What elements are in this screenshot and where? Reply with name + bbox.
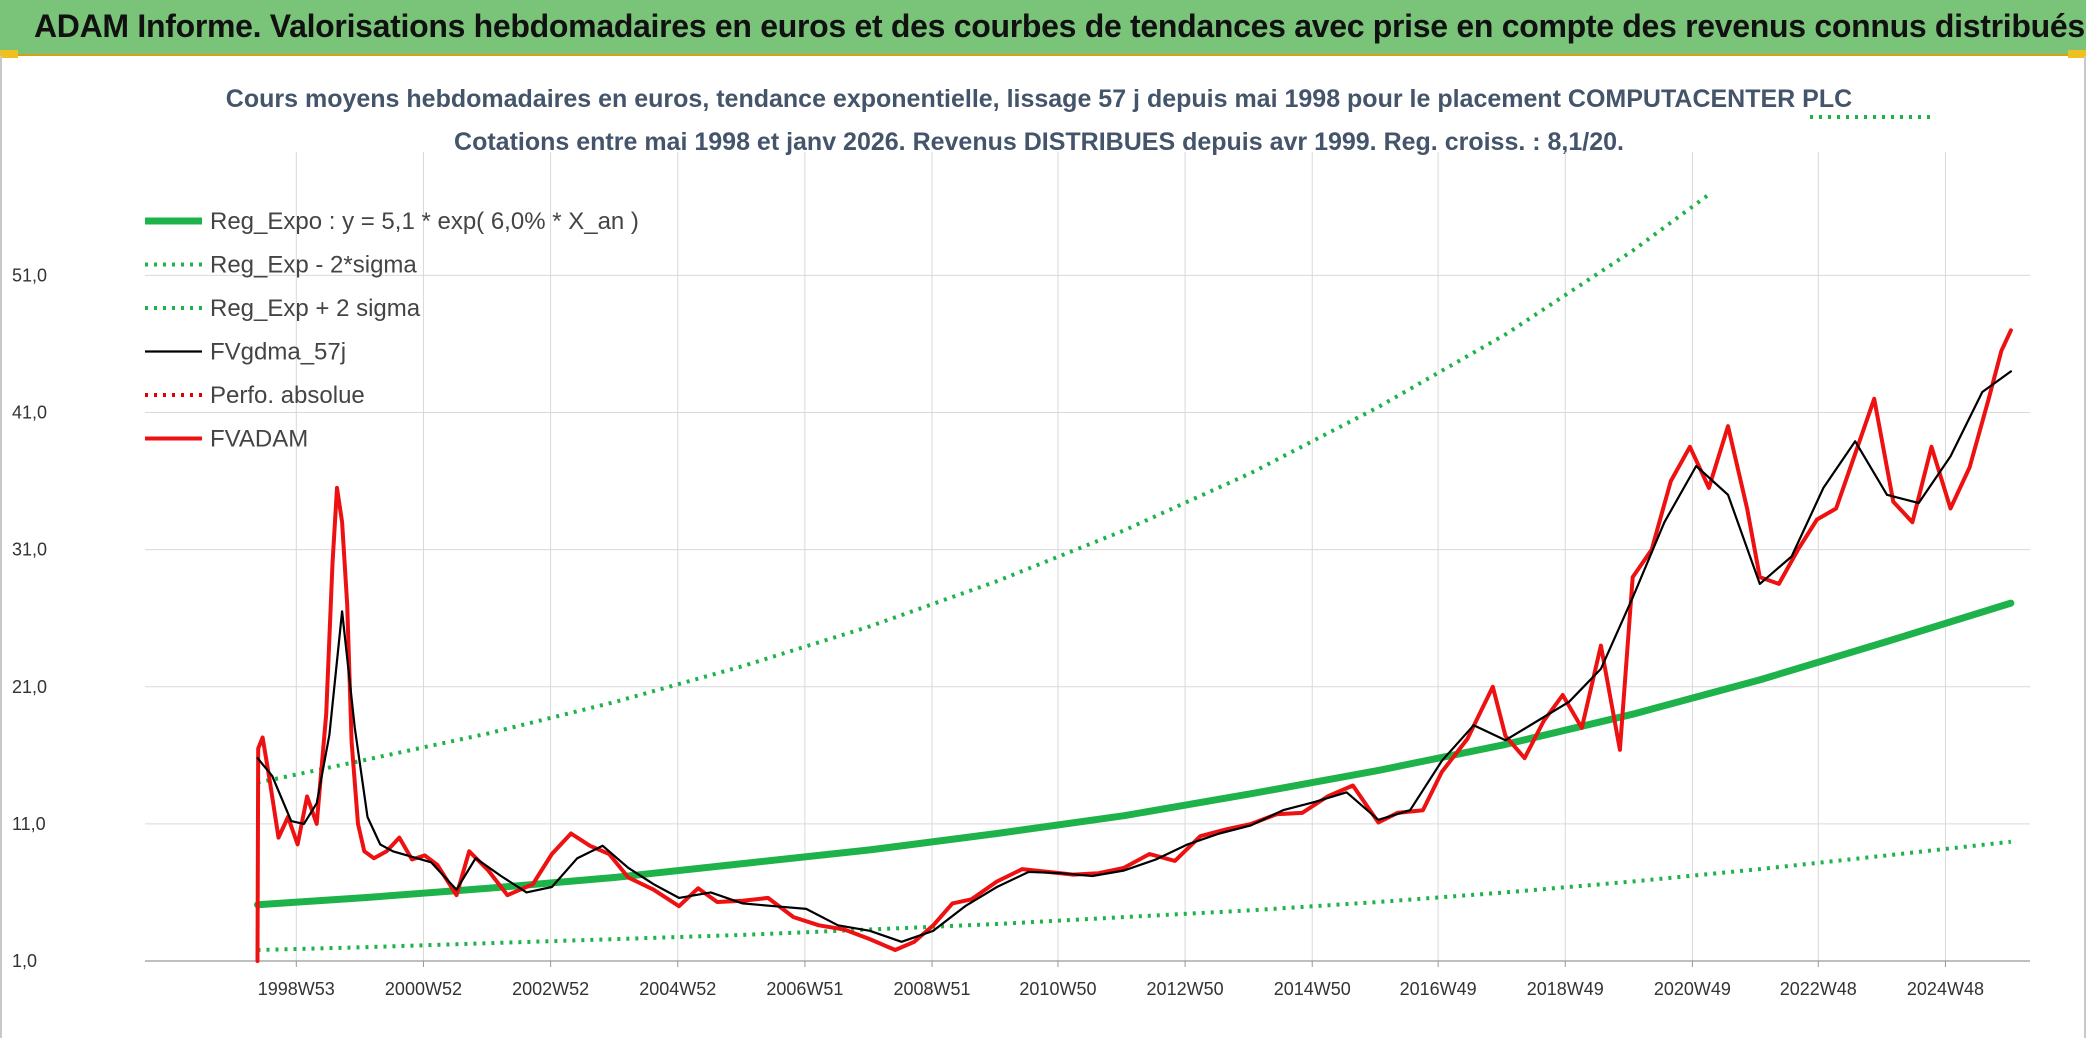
legend-label: Perfo. absolue: [210, 382, 365, 409]
legend-label: Reg_Exp + 2 sigma: [210, 295, 421, 322]
legend-label: FVADAM: [210, 426, 308, 453]
y-tick-label: 11,0: [12, 814, 46, 834]
line-chart: Cours moyens hebdomadaires en euros, ten…: [12, 85, 2030, 999]
y-tick-label: 31,0: [12, 540, 47, 560]
series-line-2: [257, 192, 1711, 785]
report-banner: ADAM Informe. Valorisations hebdomadaire…: [0, 0, 2086, 56]
x-tick-label: 2024W48: [1907, 979, 1984, 999]
x-tick-label: 2020W49: [1654, 979, 1731, 999]
banner-corner-left: [0, 50, 18, 58]
chart-series: [254, 192, 2015, 963]
x-tick-label: 2018W49: [1527, 979, 1604, 999]
chart-grid: [145, 152, 2030, 962]
y-tick-label: 21,0: [12, 677, 47, 697]
x-tick-label: 2010W50: [1019, 979, 1096, 999]
report-title: ADAM Informe. Valorisations hebdomadaire…: [34, 8, 2085, 44]
x-tick-label: 1998W53: [258, 979, 335, 999]
chart-axes: 1,0 11,0 21,0 31,0 41,0 51,0 1998W53 2000W52 200…: [12, 265, 2030, 999]
x-tick-label: 2004W52: [639, 979, 716, 999]
series-line-0: [254, 599, 2015, 909]
banner-corner-right: [2068, 50, 2086, 58]
series-line-5: [255, 328, 2013, 963]
chart-title: Cours moyens hebdomadaires en euros, ten…: [226, 85, 1852, 113]
series-line-1: [257, 839, 2012, 952]
x-tick-label: 2008W51: [894, 979, 971, 999]
x-tick-label: 2006W51: [766, 979, 843, 999]
x-tick-label: 2014W50: [1274, 979, 1351, 999]
y-tick-label: 1,0: [12, 951, 37, 971]
y-tick-label: 41,0: [12, 403, 47, 423]
legend-label: Reg_Exp - 2*sigma: [210, 252, 417, 279]
series-line-3: [256, 370, 2012, 943]
x-tick-label: 2022W48: [1780, 979, 1857, 999]
legend-label: Reg_Expo : y = 5,1 * exp( 6,0% * X_an ): [210, 208, 639, 235]
x-tick-label: 2002W52: [512, 979, 589, 999]
x-tick-label: 2016W49: [1400, 979, 1477, 999]
x-tick-label: 2012W50: [1147, 979, 1224, 999]
legend-label: FVgdma_57j: [210, 339, 346, 366]
chart-legend: Reg_Expo : y = 5,1 * exp( 6,0% * X_an ) R…: [145, 208, 639, 453]
y-tick-label: 51,0: [12, 265, 47, 285]
chart-frame: Cours moyens hebdomadaires en euros, ten…: [0, 56, 2086, 1038]
chart-subtitle: Cotations entre mai 1998 et janv 2026. R…: [454, 128, 1624, 156]
x-tick-label: 2000W52: [385, 979, 462, 999]
